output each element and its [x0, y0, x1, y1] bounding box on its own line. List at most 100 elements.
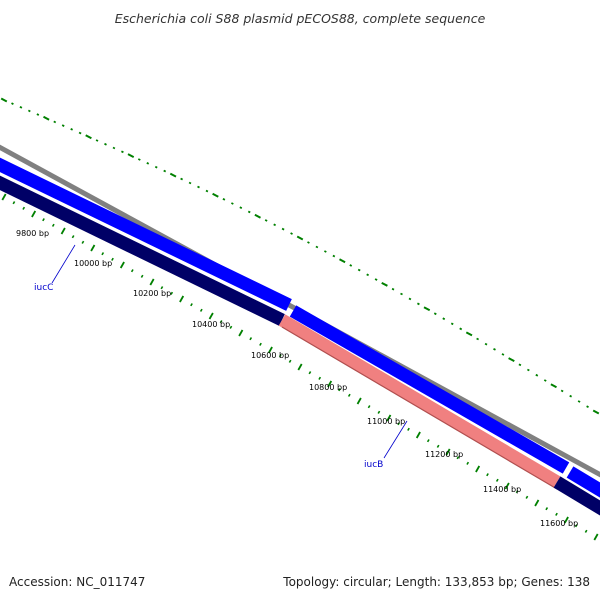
outer-track-mark	[85, 134, 92, 140]
tick-label: 10200 bp	[133, 289, 171, 298]
tick-label: 11000 bp	[367, 417, 405, 426]
inner-track-mark	[1, 193, 7, 201]
outer-track-mark	[53, 120, 57, 124]
inner-track-mark	[308, 371, 312, 375]
inner-track-mark	[71, 235, 75, 239]
inner-track-mark	[426, 439, 430, 443]
reverse-feature-iucB	[278, 314, 561, 488]
outer-track-mark	[264, 219, 268, 222]
outer-track-mark	[349, 264, 353, 267]
inner-track-mark	[584, 529, 588, 533]
inner-track-mark	[149, 278, 155, 286]
outer-track-mark	[104, 142, 107, 146]
outer-track-mark	[36, 113, 40, 116]
outer-track-mark	[169, 172, 177, 178]
outer-track-mark	[212, 192, 219, 198]
outer-track-mark	[465, 331, 473, 337]
outer-track-mark	[307, 241, 310, 244]
outer-track-mark	[339, 258, 346, 264]
inner-track-mark	[445, 448, 451, 456]
inner-track-mark	[219, 320, 223, 324]
reverse-feature-next	[553, 476, 600, 516]
outer-track-mark	[323, 250, 327, 253]
accession-text: Accession: NC_011747	[9, 575, 145, 589]
outer-track-mark	[577, 400, 581, 403]
outer-track-mark	[70, 128, 74, 131]
tick-label: 11600 bp	[540, 519, 578, 528]
outer-track-mark	[416, 302, 420, 306]
inner-track-mark	[297, 363, 303, 371]
outer-track-mark	[180, 177, 184, 181]
inner-track-mark	[288, 359, 292, 363]
outer-track-mark	[222, 197, 226, 201]
inner-track-mark	[504, 482, 510, 490]
outer-track-mark	[493, 347, 496, 351]
outer-track-mark	[508, 357, 515, 362]
outer-track-mark	[526, 368, 530, 372]
forward-feature-1	[0, 157, 292, 311]
outer-track-mark	[146, 162, 150, 165]
inner-track-mark	[555, 512, 558, 516]
tick-label: 11400 bp	[483, 485, 521, 494]
outer-track-mark	[43, 115, 50, 121]
tick-label: 11200 bp	[425, 450, 463, 459]
outer-track-mark	[254, 213, 261, 219]
outer-track-mark	[127, 153, 135, 158]
inner-track-mark	[495, 478, 499, 482]
inner-track-mark	[338, 388, 341, 392]
outer-track-mark	[586, 405, 589, 408]
reverse-feature-iucC	[0, 175, 285, 326]
outer-track-mark	[484, 342, 488, 346]
outer-track-mark	[137, 158, 141, 161]
gene-label-iucC[interactable]: iucC	[34, 283, 53, 293]
outer-track-mark	[290, 232, 293, 235]
outer-track-mark	[11, 102, 14, 105]
tick-label: 10800 bp	[309, 383, 347, 392]
outer-track-mark	[163, 169, 167, 173]
inner-track-mark	[199, 308, 203, 312]
inner-track-mark	[170, 291, 174, 295]
map-title: Escherichia coli S88 plasmid pECOS88, co…	[115, 11, 486, 26]
inner-track-mark	[475, 465, 481, 473]
inner-track-mark	[42, 218, 45, 222]
inner-track-mark	[486, 473, 489, 477]
outer-track-mark	[230, 202, 234, 205]
gene-label-iucB[interactable]: iucB	[364, 460, 383, 470]
inner-track-mark	[545, 507, 549, 511]
outer-track-mark	[197, 185, 200, 189]
inner-track-mark	[179, 295, 185, 303]
tick-label: 10400 bp	[192, 320, 230, 329]
outer-track-mark	[560, 389, 564, 393]
outer-dotted-track	[0, 97, 600, 415]
outer-track-mark	[188, 181, 192, 185]
inner-track-mark	[367, 405, 371, 409]
inner-track-mark	[456, 456, 460, 460]
outer-track-mark	[0, 97, 8, 103]
inner-track-mark	[130, 269, 134, 273]
outer-track-mark	[433, 312, 437, 316]
outer-track-mark	[239, 206, 243, 210]
inner-track-mark	[415, 431, 421, 439]
tick-label: 9800 bp	[16, 229, 49, 238]
inner-track-mark	[238, 329, 244, 337]
inner-track-mark	[327, 380, 333, 388]
forward-feature-2	[289, 305, 570, 474]
topology-summary: Topology: circular; Length: 133,853 bp; …	[282, 575, 590, 589]
outer-track-mark	[501, 353, 505, 356]
inner-track-mark	[111, 257, 114, 261]
tick-label: 10000 bp	[74, 259, 112, 268]
outer-track-mark	[296, 235, 304, 241]
inner-track-mark	[51, 223, 55, 227]
inner-track-mark	[593, 533, 599, 541]
outer-track-mark	[592, 409, 600, 415]
inner-track-mark	[525, 495, 529, 499]
inner-track-mark	[90, 244, 96, 252]
outer-track-mark	[61, 124, 65, 127]
outer-track-mark	[442, 317, 446, 321]
inner-track-mark	[259, 342, 262, 346]
outer-track-mark	[95, 139, 99, 142]
gene-leader-iucB	[383, 420, 408, 459]
outer-track-mark	[154, 165, 158, 169]
forward-feature-3	[566, 466, 600, 498]
